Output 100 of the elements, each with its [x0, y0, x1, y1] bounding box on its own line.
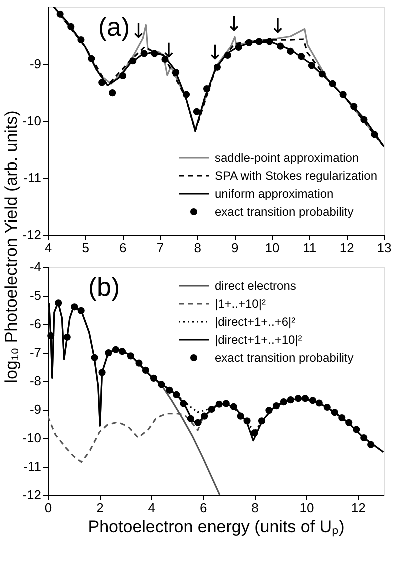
point	[272, 402, 280, 410]
point	[353, 426, 360, 434]
x-tick-label: 4	[148, 500, 156, 516]
point	[78, 307, 85, 314]
point	[118, 348, 126, 356]
point	[68, 23, 75, 30]
point	[208, 406, 216, 414]
point	[329, 80, 336, 88]
x-tick-label: 10	[300, 500, 314, 516]
point	[346, 419, 353, 426]
point	[216, 400, 223, 408]
point	[277, 42, 284, 50]
annotation: (a)	[98, 12, 130, 42]
point	[230, 403, 238, 410]
point	[180, 400, 188, 408]
point	[318, 70, 326, 78]
annotation: ↓	[130, 18, 148, 43]
point	[158, 381, 166, 388]
point	[166, 386, 174, 394]
point	[71, 304, 78, 311]
legend-label: exact transition probability	[215, 205, 354, 219]
point	[55, 300, 62, 307]
point	[130, 58, 137, 65]
y-tick-label: -8	[30, 374, 42, 388]
y-tick-label: -11	[24, 170, 42, 186]
point	[340, 91, 347, 98]
y-tick-label: -9	[30, 56, 42, 72]
legend-label: SPA with Stokes regularization	[215, 169, 378, 183]
x-tick-label: 13	[377, 240, 392, 256]
point	[298, 53, 306, 60]
point	[237, 412, 244, 420]
point	[338, 414, 346, 422]
point	[251, 430, 258, 437]
x-tick-label: 0	[44, 500, 52, 516]
point	[256, 38, 263, 46]
point	[142, 366, 150, 374]
point	[331, 409, 338, 416]
y-axis-title: log₁₀ Photoelectron Yield (arb. units)	[2, 110, 21, 384]
point	[91, 354, 98, 362]
legend-label: |1+..+10|²	[215, 297, 266, 311]
legend-label: saddle-point approximation	[215, 151, 360, 165]
point	[316, 400, 323, 407]
point	[112, 346, 120, 354]
point	[194, 419, 202, 426]
y-tick-label: -9	[30, 402, 42, 417]
annotation: ↓	[160, 38, 178, 62]
point	[287, 48, 294, 55]
y-tick-label: -12	[22, 228, 42, 242]
x-tick-label: 6	[200, 500, 208, 516]
line-series	[53, 7, 384, 148]
point	[350, 103, 358, 110]
x-tick-label: 12	[351, 500, 366, 516]
point	[172, 69, 180, 76]
point	[280, 398, 288, 406]
y-tick-label: -4	[30, 260, 42, 274]
point	[173, 391, 180, 398]
point	[182, 91, 190, 98]
point	[224, 52, 232, 59]
y-tick-label: -10	[22, 430, 42, 446]
legend-label: |direct+1+..+10|²	[215, 333, 302, 347]
x-tick-label: 6	[120, 240, 127, 256]
x-tick-label: 2	[96, 500, 104, 516]
point	[105, 350, 112, 357]
x-tick-label: 12	[340, 240, 354, 256]
y-tick-label: -12	[22, 488, 42, 502]
x-tick-label: 4	[44, 240, 52, 256]
point	[368, 441, 375, 448]
point	[309, 397, 316, 404]
point	[258, 418, 266, 425]
point	[222, 400, 230, 408]
y-tick-label: -10	[22, 114, 42, 128]
y-tick-label: -6	[30, 316, 42, 332]
point	[360, 116, 368, 124]
point	[201, 412, 208, 420]
point	[120, 72, 127, 80]
point	[78, 36, 85, 44]
legend-label: |direct+1+..+6|²	[215, 315, 296, 329]
point	[127, 352, 134, 360]
point	[48, 332, 55, 340]
y-tick-label: -7	[30, 345, 42, 360]
legend-label: uniform approximation	[215, 187, 334, 201]
legend-label: direct electrons	[215, 279, 296, 293]
annotation: (b)	[88, 272, 120, 302]
point	[193, 108, 200, 116]
x-tick-label: 7	[156, 240, 164, 256]
y-tick-label: -11	[24, 459, 42, 474]
x-tick-label: 9	[232, 240, 239, 256]
point	[98, 79, 106, 86]
point	[136, 360, 143, 367]
x-tick-label: 5	[82, 240, 90, 256]
point	[266, 407, 273, 414]
point	[214, 64, 222, 71]
point	[324, 404, 331, 412]
point	[140, 50, 148, 58]
point	[360, 434, 368, 442]
point	[187, 415, 194, 422]
point	[151, 50, 158, 58]
point	[371, 131, 378, 138]
legend-label: exact transition probability	[215, 351, 354, 365]
point	[98, 369, 106, 376]
